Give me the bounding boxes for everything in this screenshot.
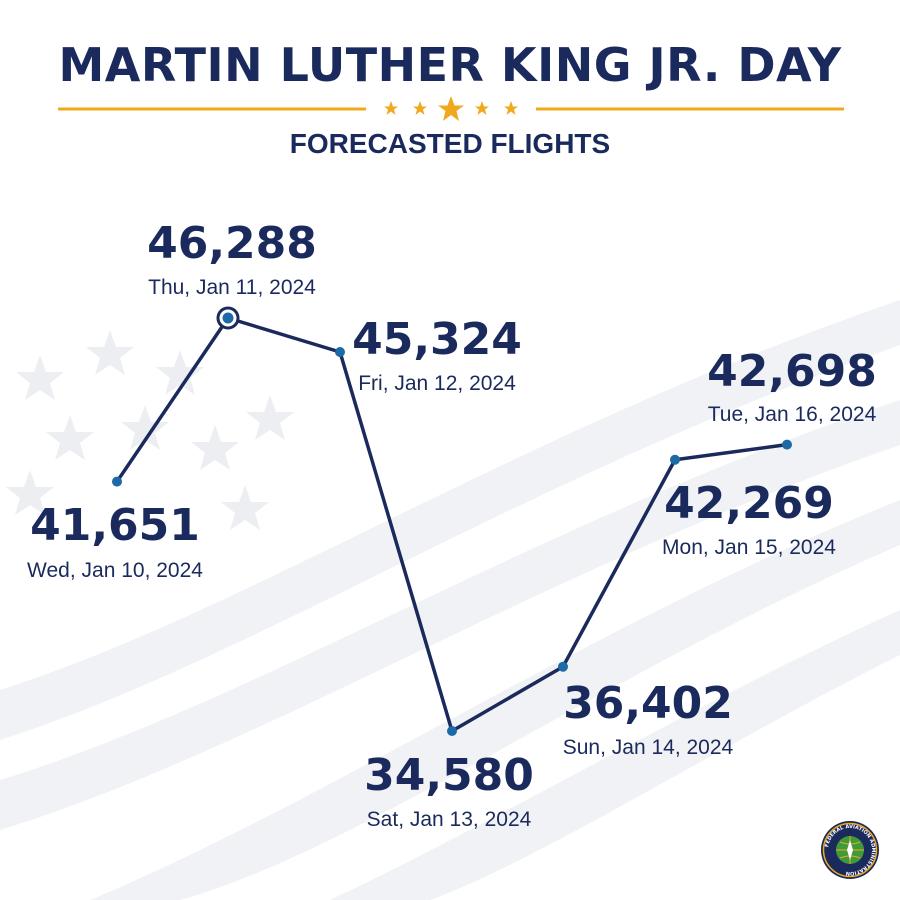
data-label-date: Sat, Jan 13, 2024 (367, 808, 532, 831)
data-label-date: Fri, Jan 12, 2024 (358, 372, 516, 395)
star-icon (475, 101, 489, 115)
faa-seal-logo: FEDERAL AVIATION ADMINISTRATION (821, 821, 879, 879)
data-label-value: 34,580 (364, 750, 534, 801)
data-label-value: 42,698 (707, 346, 877, 397)
data-label-value: 42,269 (664, 478, 834, 529)
data-label-date: Mon, Jan 15, 2024 (662, 536, 836, 559)
data-point (558, 661, 568, 672)
data-point (782, 439, 792, 450)
star-icon (413, 101, 427, 115)
data-label-date: Sun, Jan 14, 2024 (563, 736, 734, 759)
data-point (335, 347, 345, 358)
data-label-value: 36,402 (563, 678, 733, 729)
data-point (670, 454, 680, 465)
data-point (112, 476, 122, 487)
star-divider (58, 96, 844, 121)
data-point (222, 312, 234, 324)
data-label-value: 46,288 (147, 218, 317, 269)
star-icon (504, 101, 518, 115)
data-label-value: 41,651 (30, 500, 200, 551)
data-label-value: 45,324 (352, 314, 522, 365)
data-label-date: Tue, Jan 16, 2024 (708, 403, 877, 426)
data-label-date: Thu, Jan 11, 2024 (148, 276, 316, 299)
data-label-date: Wed, Jan 10, 2024 (27, 559, 203, 582)
page-subtitle: FORECASTED FLIGHTS (289, 128, 611, 159)
data-point (447, 726, 457, 736)
page-title: MARTIN LUTHER KING JR. DAY (58, 38, 842, 92)
star-icon (438, 96, 464, 121)
star-icon (384, 101, 398, 115)
